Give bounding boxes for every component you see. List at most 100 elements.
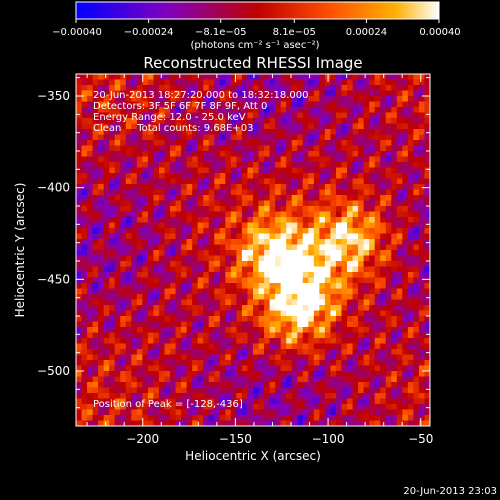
- heatmap-cell: [175, 107, 182, 114]
- heatmap-cell: [352, 151, 359, 158]
- heatmap-cell: [380, 283, 387, 290]
- heatmap-cell: [369, 250, 376, 257]
- heatmap-cell: [407, 360, 415, 367]
- heatmap-cell: [208, 288, 215, 295]
- heatmap-cell: [170, 310, 177, 317]
- heatmap-cell: [87, 283, 94, 290]
- heatmap-cell: [253, 96, 260, 103]
- heatmap-cell: [352, 184, 359, 191]
- heatmap-cell: [197, 90, 204, 97]
- heatmap-cell: [225, 294, 232, 301]
- heatmap-cell: [225, 371, 232, 378]
- heatmap-cell: [230, 255, 238, 262]
- heatmap-cell: [208, 283, 215, 290]
- heatmap-cell: [264, 96, 271, 103]
- heatmap-cell: [335, 338, 343, 345]
- heatmap-cell: [186, 316, 193, 323]
- heatmap-cell: [264, 162, 271, 169]
- heatmap-cell: [81, 112, 88, 119]
- heatmap-cell: [186, 387, 193, 394]
- heatmap-cell: [424, 189, 430, 196]
- heatmap-cell: [81, 266, 88, 273]
- heatmap-cell: [81, 228, 88, 235]
- heatmap-cell: [192, 338, 199, 345]
- heatmap-cell: [308, 415, 315, 422]
- heatmap-cell: [164, 365, 171, 372]
- heatmap-cell: [76, 217, 83, 224]
- heatmap-cell: [225, 134, 232, 141]
- heatmap-cell: [219, 118, 226, 125]
- heatmap-cell: [147, 222, 155, 229]
- heatmap-cell: [402, 118, 409, 125]
- heatmap-cell: [380, 393, 387, 400]
- heatmap-cell: [142, 409, 149, 416]
- heatmap-cell: [136, 360, 143, 367]
- heatmap-cell: [341, 233, 348, 240]
- heatmap-cell: [87, 151, 94, 158]
- heatmap-cell: [275, 332, 282, 339]
- heatmap-cell: [369, 409, 376, 416]
- heatmap-cell: [385, 415, 392, 422]
- heatmap-cell: [109, 261, 116, 268]
- heatmap-cell: [280, 393, 287, 400]
- heatmap-cell: [98, 349, 105, 356]
- heatmap-cell: [247, 343, 254, 350]
- heatmap-cell: [413, 184, 420, 191]
- heatmap-cell: [385, 167, 392, 174]
- heatmap-cell: [352, 74, 359, 81]
- heatmap-cell: [418, 184, 426, 191]
- heatmap-cell: [230, 409, 238, 416]
- heatmap-cell: [181, 376, 188, 383]
- heatmap-cell: [225, 266, 232, 273]
- heatmap-cell: [424, 310, 430, 317]
- heatmap-cell: [181, 404, 188, 411]
- heatmap-cell: [76, 266, 83, 273]
- heatmap-cell: [214, 140, 221, 147]
- heatmap-cell: [297, 310, 304, 317]
- heatmap-cell: [286, 316, 293, 323]
- heatmap-cell: [253, 118, 260, 125]
- heatmap-cell: [319, 134, 326, 141]
- heatmap-cell: [103, 156, 110, 163]
- heatmap-cell: [219, 134, 226, 141]
- heatmap-cell: [142, 173, 149, 180]
- heatmap-cell: [103, 244, 110, 251]
- heatmap-cell: [87, 118, 94, 125]
- heatmap-cell: [418, 332, 426, 339]
- heatmap-cell: [302, 184, 309, 191]
- heatmap-cell: [219, 266, 226, 273]
- heatmap-cell: [214, 189, 221, 196]
- heatmap-cell: [424, 349, 430, 356]
- heatmap-cell: [203, 118, 210, 125]
- heatmap-cell: [297, 360, 304, 367]
- heatmap-cell: [241, 343, 249, 350]
- heatmap-cell: [363, 74, 370, 81]
- heatmap-cell: [76, 299, 83, 306]
- heatmap-cell: [264, 233, 271, 240]
- heatmap-cell: [142, 112, 149, 119]
- colorbar-tick-label: 0.00024: [346, 27, 387, 38]
- heatmap-cell: [219, 420, 226, 426]
- heatmap-cell: [330, 189, 337, 196]
- heatmap-cell: [208, 393, 215, 400]
- heatmap-cell: [297, 211, 304, 218]
- heatmap-cell: [313, 420, 320, 426]
- heatmap-cell: [297, 250, 304, 257]
- heatmap-cell: [125, 162, 132, 169]
- heatmap-cell: [264, 365, 271, 372]
- heatmap-cell: [391, 156, 398, 163]
- heatmap-cell: [286, 332, 293, 339]
- heatmap-cell: [308, 327, 315, 334]
- heatmap-cell: [203, 123, 210, 130]
- heatmap-cell: [335, 206, 343, 213]
- heatmap-cell: [424, 299, 430, 306]
- heatmap-cell: [280, 310, 287, 317]
- heatmap-cell: [369, 178, 376, 185]
- heatmap-cell: [369, 376, 376, 383]
- heatmap-cell: [92, 310, 99, 317]
- heatmap-cell: [341, 189, 348, 196]
- heatmap-cell: [330, 404, 337, 411]
- heatmap-cell: [347, 338, 354, 345]
- heatmap-cell: [324, 393, 332, 400]
- heatmap-cell: [175, 420, 182, 426]
